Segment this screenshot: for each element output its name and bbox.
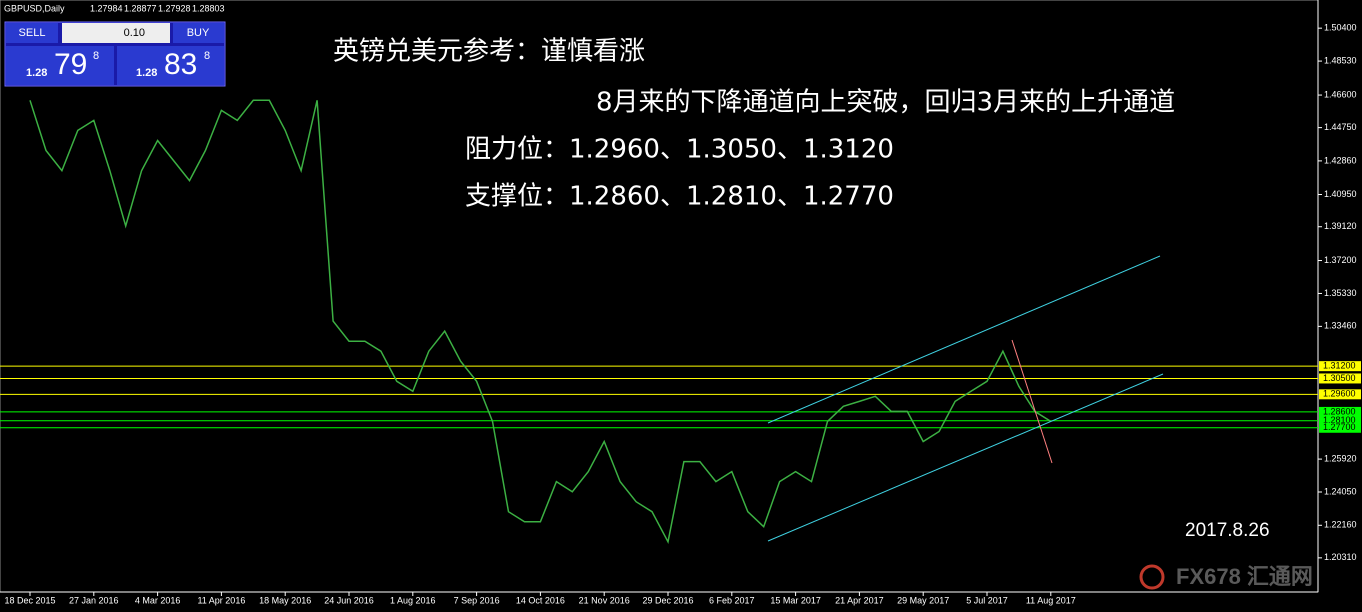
buy-price-box[interactable] bbox=[117, 46, 224, 85]
level-tag bbox=[1319, 422, 1361, 433]
level-label: 1.31200 bbox=[1323, 361, 1356, 371]
x-tick-label: 24 Jun 2016 bbox=[324, 595, 374, 605]
y-tick-label: 1.33460 bbox=[1324, 321, 1357, 331]
x-tick-label: 18 May 2016 bbox=[259, 595, 311, 605]
sell-main: 79 bbox=[54, 48, 87, 81]
x-tick-label: 5 Jul 2017 bbox=[966, 595, 1008, 605]
buy-label: BUY bbox=[187, 27, 210, 39]
falling-channel bbox=[1011, 339, 1053, 464]
level-label: 1.28100 bbox=[1323, 415, 1356, 425]
y-tick-label: 1.46600 bbox=[1324, 89, 1357, 99]
x-tick-label: 1 Aug 2016 bbox=[390, 595, 436, 605]
level-label: 1.30500 bbox=[1323, 373, 1356, 383]
level-label: 1.27700 bbox=[1323, 422, 1356, 432]
level-tag bbox=[1319, 361, 1361, 372]
x-tick-label: 15 Mar 2017 bbox=[770, 595, 821, 605]
sell-button[interactable] bbox=[6, 23, 58, 43]
buy-button[interactable] bbox=[173, 23, 224, 43]
y-tick-label: 1.25920 bbox=[1324, 453, 1357, 463]
y-tick-label: 1.22160 bbox=[1324, 520, 1357, 530]
y-tick-label: 1.35330 bbox=[1324, 288, 1357, 298]
level-tag bbox=[1319, 415, 1361, 426]
level-tag bbox=[1319, 389, 1361, 400]
x-tick-label: 11 Aug 2017 bbox=[1026, 595, 1076, 605]
sell-big: 1.28 bbox=[26, 67, 47, 79]
trade-panel: SELL 0.10 BUY 1.28 79 8 1.28 83 8 bbox=[4, 21, 226, 87]
buy-big: 1.28 bbox=[136, 67, 157, 79]
y-tick-label: 1.44750 bbox=[1324, 122, 1357, 132]
x-tick-label: 7 Sep 2016 bbox=[454, 595, 500, 605]
channel-upper bbox=[767, 255, 1161, 424]
watermark: FX678 汇通网 bbox=[1176, 564, 1313, 589]
annotation-title: 英镑兑美元参考：谨慎看涨 bbox=[333, 37, 645, 67]
sell-label: SELL bbox=[19, 27, 46, 39]
level-label: 1.28600 bbox=[1323, 406, 1356, 416]
x-tick-label: 21 Nov 2016 bbox=[579, 595, 630, 605]
annotation-support: 支撑位：1.2860、1.2810、1.2770 bbox=[465, 182, 894, 212]
y-tick-label: 1.42860 bbox=[1324, 155, 1357, 165]
ohlc-low: 1.27928 bbox=[158, 3, 191, 13]
lot-input[interactable] bbox=[62, 23, 170, 43]
ohlc-close: 1.28803 bbox=[192, 3, 225, 13]
sell-sup: 8 bbox=[93, 50, 99, 62]
level-label: 1.29600 bbox=[1323, 389, 1356, 399]
x-tick-label: 14 Oct 2016 bbox=[516, 595, 565, 605]
y-tick-label: 1.24050 bbox=[1324, 486, 1357, 496]
y-tick-label: 1.50400 bbox=[1324, 23, 1357, 33]
x-tick-label: 4 Mar 2016 bbox=[135, 595, 181, 605]
x-tick-label: 27 Jan 2016 bbox=[69, 595, 119, 605]
x-tick-label: 29 May 2017 bbox=[897, 595, 949, 605]
y-tick-label: 1.20310 bbox=[1324, 552, 1357, 562]
x-tick-label: 21 Apr 2017 bbox=[835, 595, 884, 605]
price-line bbox=[29, 99, 1052, 545]
buy-sup: 8 bbox=[204, 50, 210, 62]
y-tick-label: 1.39120 bbox=[1324, 221, 1357, 231]
x-tick-label: 29 Dec 2016 bbox=[642, 595, 693, 605]
y-tick-label: 1.37200 bbox=[1324, 255, 1357, 265]
annotation-line: 8月来的下降通道向上突破，回归3月来的上升通道 bbox=[596, 88, 1175, 118]
x-tick-label: 18 Dec 2015 bbox=[4, 595, 55, 605]
ohlc-high: 1.28877 bbox=[124, 3, 157, 13]
ohlc-open: 1.27984 bbox=[90, 3, 123, 13]
y-tick-label: 1.48530 bbox=[1324, 55, 1357, 65]
annotation-resistance: 阻力位：1.2960、1.3050、1.3120 bbox=[465, 135, 894, 165]
channel-lower bbox=[767, 373, 1164, 542]
level-tag bbox=[1319, 373, 1361, 384]
symbol-header: GBPUSD,Daily bbox=[4, 3, 65, 13]
plot-frame bbox=[0, 0, 1319, 593]
buy-main: 83 bbox=[164, 48, 197, 81]
level-tag bbox=[1319, 406, 1361, 417]
date-note: 2017.8.26 bbox=[1185, 520, 1270, 541]
x-tick-label: 6 Feb 2017 bbox=[709, 595, 755, 605]
lot-value: 0.10 bbox=[124, 27, 145, 39]
x-tick-label: 11 Apr 2016 bbox=[197, 595, 245, 605]
y-tick-label: 1.40950 bbox=[1324, 189, 1357, 199]
sell-price-box[interactable] bbox=[6, 46, 114, 85]
watermark-logo bbox=[1139, 564, 1165, 590]
